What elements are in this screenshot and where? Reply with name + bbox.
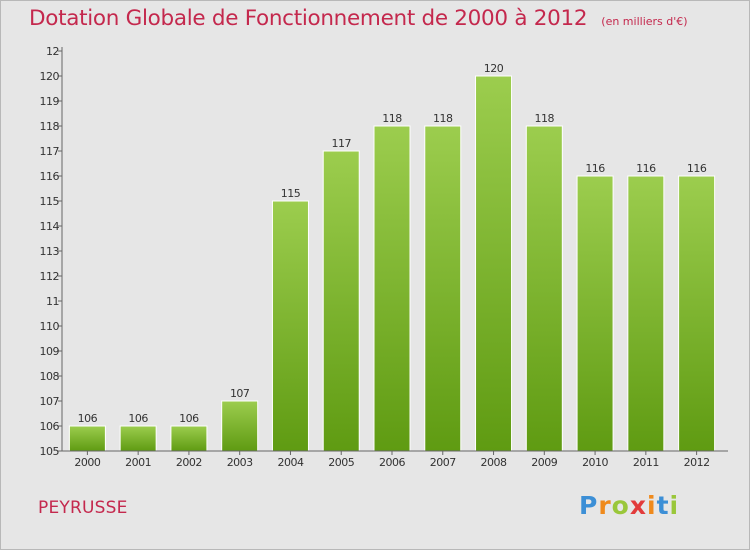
bar-2001 (119, 425, 157, 452)
value-label: 107 (230, 387, 250, 400)
y-tick-label: 120 (40, 70, 60, 83)
x-tick-label: 2006 (379, 456, 405, 469)
y-tick-label: 114 (40, 220, 60, 233)
value-label: 116 (636, 162, 656, 175)
value-label: 118 (433, 112, 453, 125)
bar-2012 (678, 175, 716, 452)
y-tick-label: 119 (40, 95, 60, 108)
bars-layer: 106 106 106 107 115 117 118 118 120 118 116 116 116 (68, 62, 716, 452)
y-tick-label: 12 (46, 45, 59, 58)
x-tick-label: 2008 (481, 456, 507, 469)
x-tick-label: 2004 (277, 456, 303, 469)
y-tick-label: 116 (40, 170, 60, 183)
x-tick-label: 2011 (633, 456, 659, 469)
bar-2011 (627, 175, 665, 452)
bar-2007 (424, 125, 462, 452)
value-label: 118 (535, 112, 555, 125)
y-tick-label: 107 (40, 395, 60, 408)
unit-note: (en milliers d'€) (601, 15, 688, 28)
title-text: Dotation Globale de Fonctionnement de 20… (29, 6, 588, 31)
chart-title: Dotation Globale de Fonctionnement de 20… (29, 6, 688, 31)
y-tick-label: 112 (40, 270, 60, 283)
y-tick-label: 109 (40, 345, 60, 358)
x-tick-label: 2000 (74, 456, 100, 469)
y-tick-label: 105 (40, 445, 60, 458)
x-tick-label: 2001 (125, 456, 151, 469)
bar-2008 (475, 75, 513, 452)
commune-name: PEYRUSSE (38, 498, 128, 518)
y-tick-label: 108 (40, 370, 60, 383)
y-tick-label: 118 (40, 120, 60, 133)
x-tick-label: 2002 (176, 456, 202, 469)
proxiti-logo: Proxiti (579, 491, 680, 520)
bar-2003 (221, 400, 259, 452)
value-label: 116 (585, 162, 605, 175)
x-tick-label: 2009 (531, 456, 557, 469)
y-tick-label: 113 (40, 245, 60, 258)
value-label: 116 (687, 162, 707, 175)
x-tick-label: 2003 (227, 456, 253, 469)
bar-2000 (68, 425, 106, 452)
value-label: 118 (382, 112, 402, 125)
y-tick-label: 117 (40, 145, 60, 158)
x-tick-label: 2005 (328, 456, 354, 469)
bar-2006 (373, 125, 411, 452)
y-tick-label: 110 (40, 320, 60, 333)
x-tick-label: 2007 (430, 456, 456, 469)
x-tick-label: 2010 (582, 456, 608, 469)
bar-2004 (271, 200, 309, 452)
bar-2002 (170, 425, 208, 452)
x-tick-label: 2012 (684, 456, 710, 469)
y-tick-label: 106 (40, 420, 60, 433)
value-label: 106 (78, 412, 98, 425)
bar-2005 (322, 150, 360, 452)
axis-layer: 2000 2001 2002 2003 2004 2005 2006 2007 2008 2009… (40, 45, 728, 469)
value-label: 106 (179, 412, 199, 425)
value-label: 120 (484, 62, 504, 75)
value-label: 117 (331, 137, 351, 150)
value-label: 115 (281, 187, 301, 200)
y-tick-label: 115 (40, 195, 60, 208)
bar-2009 (525, 125, 563, 452)
bar-2010 (576, 175, 614, 452)
y-tick-label: 11 (46, 295, 59, 308)
value-label: 106 (128, 412, 148, 425)
